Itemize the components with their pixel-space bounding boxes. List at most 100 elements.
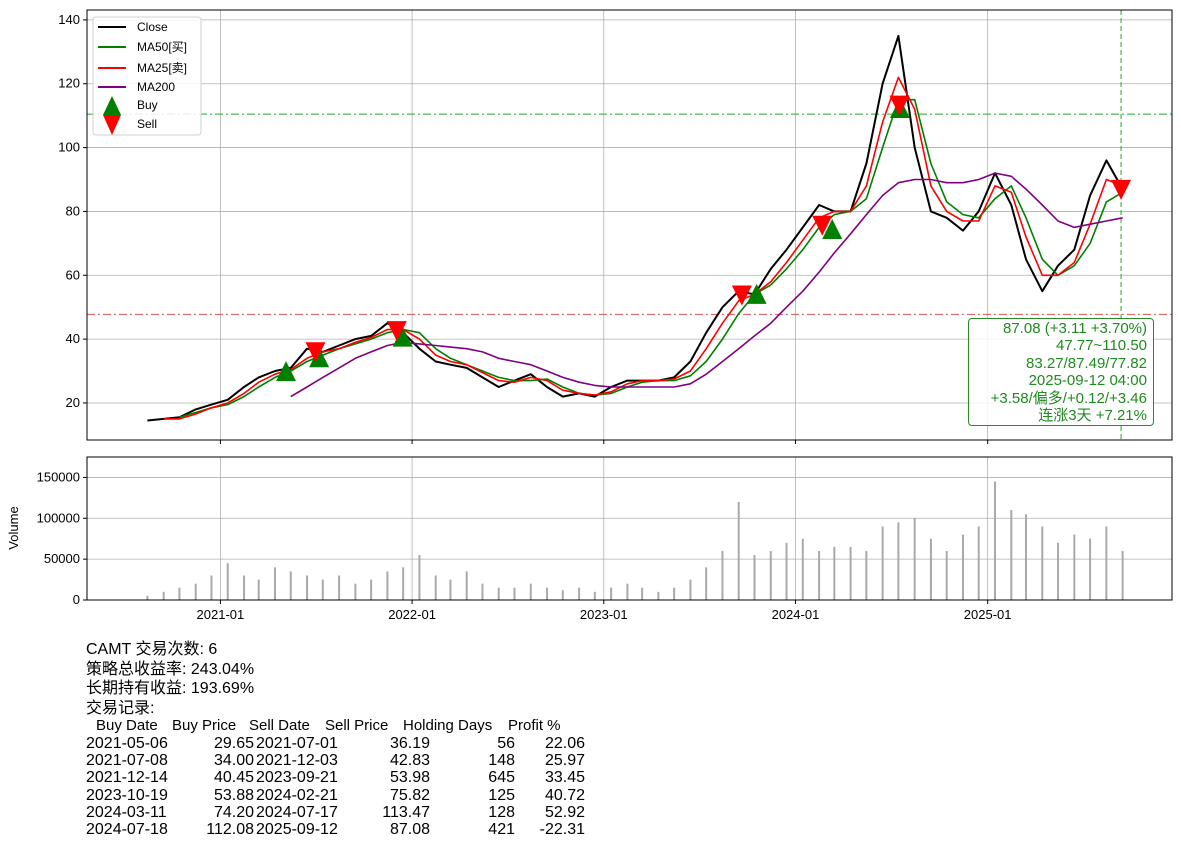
volume-bar — [434, 575, 437, 600]
cell-holding-days: 125 — [488, 786, 515, 804]
table-row: 2021-05-06 29.65 2021-07-01 36.19 56 22.06 — [86, 735, 606, 753]
price-tick-label: 140 — [58, 12, 80, 27]
cell-buy-price: 34.00 — [213, 752, 254, 770]
volume-bar — [961, 534, 964, 600]
volume-bar — [402, 567, 405, 600]
volume-bar — [274, 567, 277, 600]
cell-profit: 40.72 — [544, 786, 585, 804]
info-moving-averages: 83.27/87.49/77.82 — [1026, 354, 1147, 372]
volume-bar — [546, 587, 549, 600]
volume-bars — [146, 481, 1124, 600]
cell-sell-date: 2021-12-03 — [256, 752, 338, 770]
volume-bar — [865, 550, 868, 600]
volume-bar — [994, 481, 997, 600]
volume-bar — [306, 575, 309, 600]
volume-bar — [785, 542, 788, 600]
volume-bar — [818, 550, 821, 600]
volume-tick-label: 50000 — [44, 551, 80, 566]
volume-bar — [257, 579, 260, 600]
volume-bar — [769, 550, 772, 600]
volume-bar — [449, 579, 452, 600]
x-tick-label: 2025-01 — [964, 607, 1012, 622]
cell-profit: -22.31 — [539, 821, 585, 838]
volume-bar — [721, 550, 724, 600]
cell-holding-days: 645 — [488, 769, 515, 787]
price-tick-label: 40 — [66, 331, 80, 346]
cell-profit: 52.92 — [544, 803, 585, 821]
figure: 20 40 60 80 100 120 140 0 50000 100000 150000 2021-… — [6, 9, 1173, 622]
cell-sell-price: 36.19 — [389, 735, 430, 752]
records-title: 交易记录: — [86, 699, 155, 717]
volume-bar — [529, 583, 532, 600]
volume-bar — [673, 587, 676, 600]
cell-sell-date: 2024-02-21 — [256, 786, 338, 804]
legend-sell: Sell — [137, 117, 157, 131]
volume-axis-label: Volume — [6, 506, 21, 549]
header-profit: Profit % — [508, 717, 561, 734]
volume-bar — [1041, 526, 1044, 600]
cell-sell-price: 42.83 — [389, 752, 430, 770]
volume-bar — [497, 587, 500, 600]
x-tick-label: 2023-01 — [580, 607, 628, 622]
x-tick-label: 2024-01 — [772, 607, 820, 622]
cell-holding-days: 56 — [497, 735, 515, 752]
reference-lines — [87, 10, 1172, 440]
sell-marker — [305, 342, 326, 363]
sell-marker — [1111, 179, 1132, 200]
sell-marker — [731, 285, 752, 306]
volume-bar — [1073, 534, 1076, 600]
legend-ma25: MA25[卖] — [137, 61, 187, 75]
legend-ma50: MA50[买] — [137, 40, 187, 54]
volume-bar — [705, 567, 708, 600]
volume-bar — [1025, 514, 1028, 600]
price-tick-label: 120 — [58, 76, 80, 91]
price-tick-label: 20 — [66, 395, 80, 410]
cell-sell-date: 2025-09-12 — [256, 821, 338, 838]
series-ma25 — [163, 76, 1123, 420]
price-tick-label: 100 — [58, 140, 80, 155]
trade-markers — [276, 95, 1132, 382]
volume-tick-label: 150000 — [37, 469, 80, 484]
volume-bar — [194, 583, 197, 600]
strategy-return: 策略总收益率: 243.04% — [86, 660, 255, 678]
volume-bar — [593, 591, 596, 600]
buy-marker — [822, 218, 843, 239]
price-info-box: 87.08 (+3.11 +3.70%) 47.77~110.50 83.27/… — [968, 318, 1154, 427]
cell-holding-days: 148 — [488, 752, 515, 770]
volume-bar — [641, 587, 644, 600]
cell-buy-price: 112.08 — [206, 821, 254, 838]
header-holding-days: Holding Days — [403, 717, 493, 734]
legend-buy: Buy — [137, 98, 158, 112]
volume-bar — [1089, 538, 1092, 600]
volume-tick-label: 0 — [73, 592, 80, 607]
volume-bar — [321, 579, 324, 600]
cell-profit: 22.06 — [544, 735, 585, 752]
legend-close: Close — [137, 20, 168, 34]
table-row: 2023-10-19 53.88 2024-02-21 75.82 125 40.72 — [86, 787, 606, 805]
sell-marker — [889, 95, 910, 116]
volume-bar — [849, 546, 852, 600]
header-sell-price: Sell Price — [325, 717, 389, 734]
volume-bar — [657, 591, 660, 600]
volume-bar — [801, 538, 804, 600]
cell-buy-date: 2021-05-06 — [86, 735, 168, 752]
buy-marker — [392, 326, 413, 347]
volume-bar — [610, 587, 613, 600]
volume-bar — [338, 575, 341, 600]
volume-bar — [481, 583, 484, 600]
volume-bar — [626, 583, 629, 600]
table-row: 2024-07-18 112.08 2025-09-12 87.08 421 -22.31 — [86, 821, 606, 839]
volume-bar — [178, 587, 181, 600]
info-timestamp: 2025-09-12 04:00 — [1028, 372, 1147, 390]
volume-bar — [418, 555, 421, 600]
cell-profit: 33.45 — [544, 769, 585, 787]
cell-buy-price: 53.88 — [213, 786, 254, 804]
volume-bar — [210, 575, 213, 600]
table-row: 2024-03-11 74.20 2024-07-17 113.47 128 52.92 — [86, 804, 606, 822]
cell-holding-days: 421 — [488, 821, 515, 838]
cell-sell-price: 75.82 — [389, 786, 430, 804]
x-tick-label: 2022-01 — [388, 607, 436, 622]
axis-ticks: 20 40 60 80 100 120 140 0 50000 100000 150000 2021-… — [37, 12, 1012, 622]
volume-bar — [977, 526, 980, 600]
info-last-price: 87.08 (+3.11 +3.70%) — [1003, 320, 1147, 337]
